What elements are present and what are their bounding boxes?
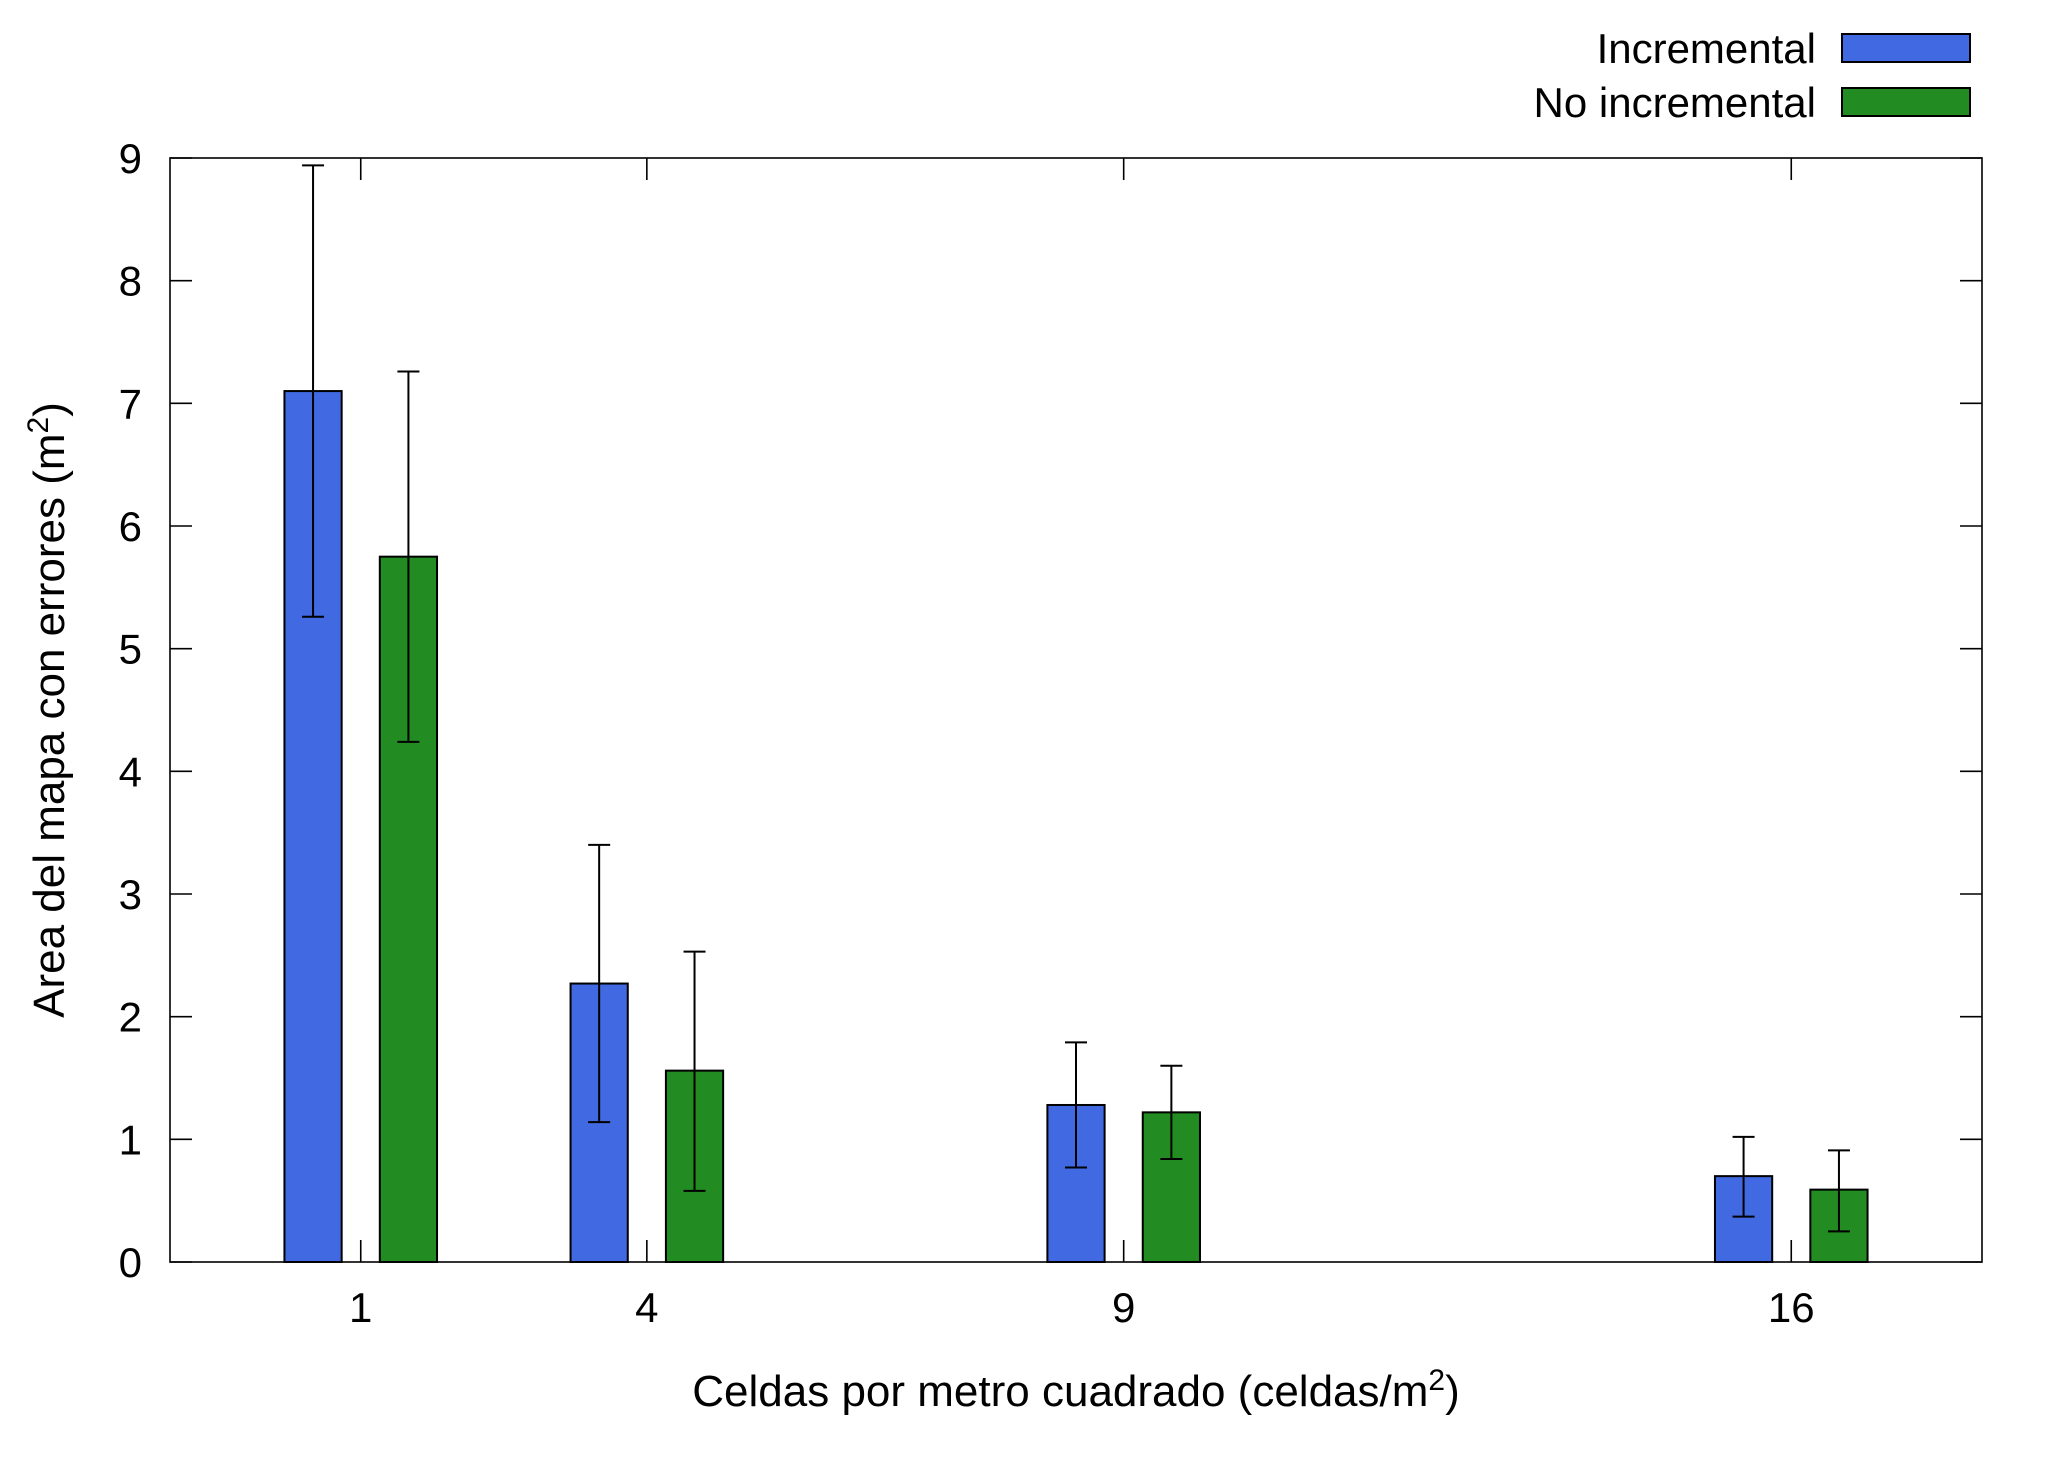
legend-swatch: [1841, 87, 1971, 117]
y-tick-label: 1: [119, 1116, 142, 1163]
x-axis-ticks: 1 4 9 16: [349, 158, 1815, 1331]
y-tick-label: 7: [119, 380, 142, 427]
error-bar-no-incremental-4: [683, 950, 706, 1192]
y-tick-label: 8: [119, 258, 142, 305]
legend-swatch: [1841, 33, 1971, 63]
y-axis-title: Area del mapa con errores (m2): [22, 402, 74, 1018]
x-axis-title: Celdas por metro cuadrado (celdas/m2): [692, 1364, 1459, 1416]
y-tick-label: 4: [119, 748, 142, 795]
legend-label: No incremental: [1534, 79, 1816, 126]
legend-label: Incremental: [1597, 25, 1816, 72]
error-bars-group: [302, 164, 1850, 1233]
error-bar-no-incremental-9: [1160, 1064, 1183, 1160]
y-tick-label: 3: [119, 871, 142, 918]
legend: Incremental No incremental: [1534, 25, 1971, 126]
error-bar-no-incremental-1: [397, 370, 420, 743]
error-bar-incremental-9: [1065, 1041, 1087, 1169]
error-bar-incremental-16: [1732, 1135, 1755, 1218]
x-tick-label: 16: [1768, 1284, 1815, 1331]
y-tick-label: 5: [119, 626, 142, 673]
error-bar-incremental-1: [302, 164, 325, 618]
y-tick-label: 9: [119, 135, 142, 182]
y-tick-label: 6: [119, 503, 142, 550]
y-tick-label: 2: [119, 994, 142, 1041]
bar-incremental-1: [283, 390, 343, 1264]
x-tick-label: 1: [349, 1284, 372, 1331]
error-bar-incremental-4: [588, 843, 611, 1124]
y-axis-ticks: 0 1 2 3 4 5 6 7 8 9: [119, 135, 1982, 1286]
error-bar-no-incremental-16: [1827, 1149, 1850, 1233]
y-tick-label: 0: [119, 1239, 142, 1286]
x-tick-label: 4: [635, 1284, 658, 1331]
x-tick-label: 9: [1112, 1284, 1135, 1331]
